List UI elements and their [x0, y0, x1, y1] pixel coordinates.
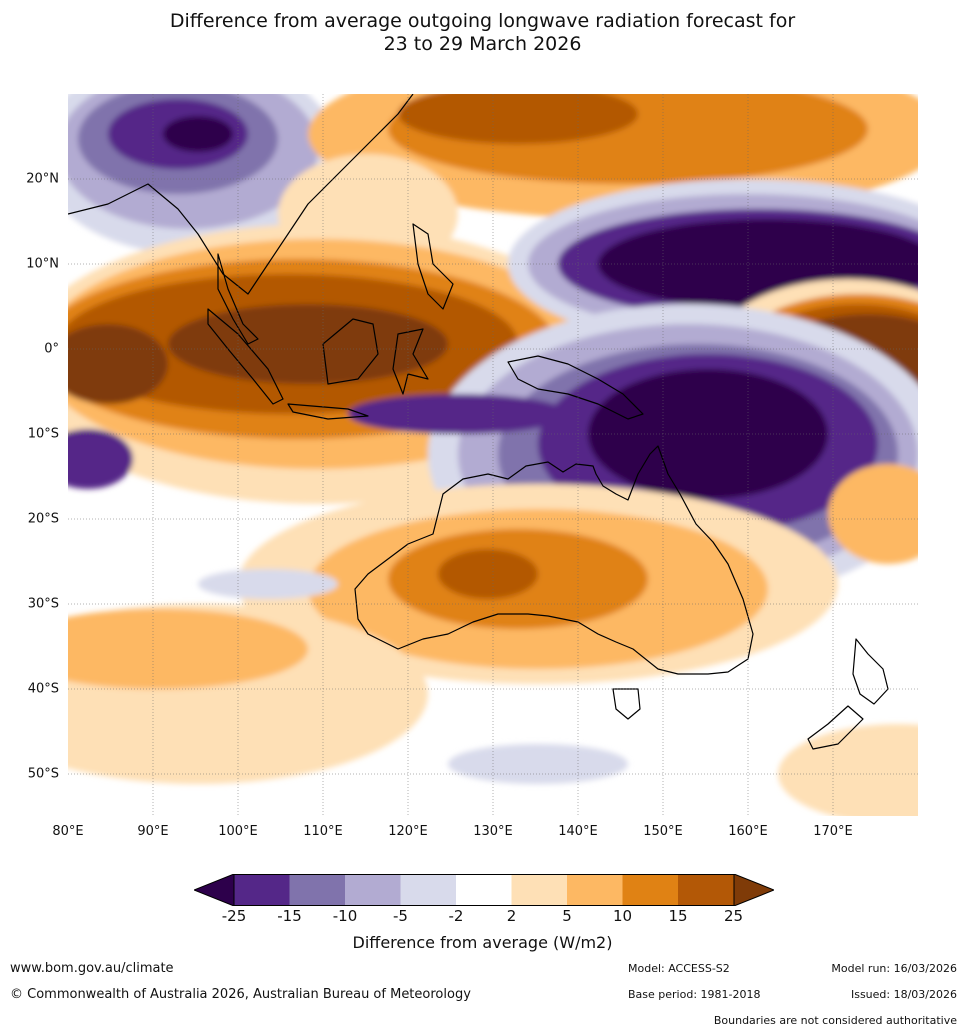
colorbar-swatch [567, 874, 623, 906]
base-period: Base period: 1981-2018 [628, 988, 761, 1001]
borneo-coastline [322, 318, 379, 385]
anomaly-contour [68, 609, 308, 689]
colorbar-max-extend [733, 874, 774, 906]
lat-label-10n: 10°N [26, 256, 59, 272]
lat-label-20n: 20°N [26, 171, 59, 187]
colorbar-min-extend [194, 874, 235, 906]
colorbar-tick: 15 [668, 907, 688, 925]
colorbar-tick: -15 [277, 907, 302, 925]
lat-label-10s: 10°S [27, 426, 59, 442]
new-zealand-north-island [852, 638, 889, 705]
anomaly-contour [438, 549, 538, 599]
lat-label-20s: 20°S [27, 511, 59, 527]
colorbar [194, 874, 774, 906]
sumatra-coastline [207, 308, 284, 405]
malay-peninsula-coastline [217, 253, 259, 345]
anomaly-contour [588, 369, 828, 499]
australia-coastline [354, 445, 754, 675]
title-line-2: 23 to 29 March 2026 [383, 33, 582, 55]
anomaly-contour [348, 394, 568, 434]
lon-label-80e: 80°E [52, 824, 84, 839]
java-coastline [287, 403, 369, 420]
colorbar-swatch [234, 874, 290, 906]
lon-label-110e: 110°E [303, 824, 343, 839]
colorbar-tick: 25 [723, 907, 744, 925]
lat-label-0: 0° [44, 341, 59, 357]
colorbar-swatch [345, 874, 401, 906]
issued-date: Issued: 18/03/2026 [850, 988, 957, 1001]
anomaly-contour [448, 744, 628, 784]
colorbar-swatch [289, 874, 345, 906]
colorbar-swatch [456, 874, 512, 906]
coastlines [68, 94, 889, 750]
anomaly-contour [778, 724, 918, 816]
chart-title: Difference from average outgoing longwav… [0, 10, 965, 56]
copyright-text: © Commonwealth of Australia 2026, Austra… [10, 987, 471, 1002]
colorbar-tick: -10 [332, 907, 358, 925]
anomaly-contour [68, 324, 168, 404]
colorbar-swatch [678, 874, 734, 906]
colorbar-tick: -5 [393, 907, 408, 925]
map-canvas [68, 94, 918, 816]
anomaly-contour [168, 304, 448, 384]
lon-label-150e: 150°E [643, 824, 683, 839]
colorbar-tick: 2 [506, 907, 517, 925]
lat-label-50s: 50°S [27, 766, 59, 782]
colorbar-swatch [400, 874, 456, 906]
new-guinea-coastline [507, 355, 644, 420]
colorbar-tick: 5 [562, 907, 572, 925]
colorbar-tick: 10 [612, 907, 633, 925]
colorbar-swatch [511, 874, 567, 906]
anomaly-contour [163, 116, 233, 152]
tasmania-coastline [612, 688, 641, 720]
lat-label-40s: 40°S [27, 681, 59, 697]
forecast-map [68, 94, 918, 816]
colorbar-tick: -2 [448, 907, 464, 925]
boundaries-disclaimer: Boundaries are not considered authoritat… [713, 1014, 957, 1027]
website-link[interactable]: www.bom.gov.au/climate [10, 961, 174, 976]
lon-label-160e: 160°E [728, 824, 768, 839]
philippines-coastline [412, 223, 454, 310]
asia-mainland-coastline [68, 94, 414, 295]
anomaly-contour [828, 464, 918, 564]
anomaly-contour [198, 569, 338, 599]
new-zealand-south-island [807, 705, 864, 750]
colorbar-tick: -25 [221, 907, 247, 925]
model-name: Model: ACCESS-S2 [628, 962, 730, 975]
lon-label-130e: 130°E [473, 824, 513, 839]
sulawesi-coastline [392, 328, 429, 395]
colorbar-swatch [622, 874, 678, 906]
lat-label-30s: 30°S [27, 596, 59, 612]
lon-label-90e: 90°E [137, 824, 169, 839]
colorbar-title: Difference from average (W/m2) [352, 933, 613, 952]
title-line-1: Difference from average outgoing longwav… [169, 10, 796, 32]
lon-label-140e: 140°E [558, 824, 598, 839]
lon-label-170e: 170°E [813, 824, 853, 839]
gridlines [68, 94, 918, 816]
lon-label-100e: 100°E [218, 824, 258, 839]
colorbar-border [233, 874, 735, 906]
model-run-date: Model run: 16/03/2026 [831, 962, 957, 975]
lon-label-120e: 120°E [388, 824, 428, 839]
anomaly-contour [68, 429, 133, 489]
anomaly-field [68, 94, 918, 816]
